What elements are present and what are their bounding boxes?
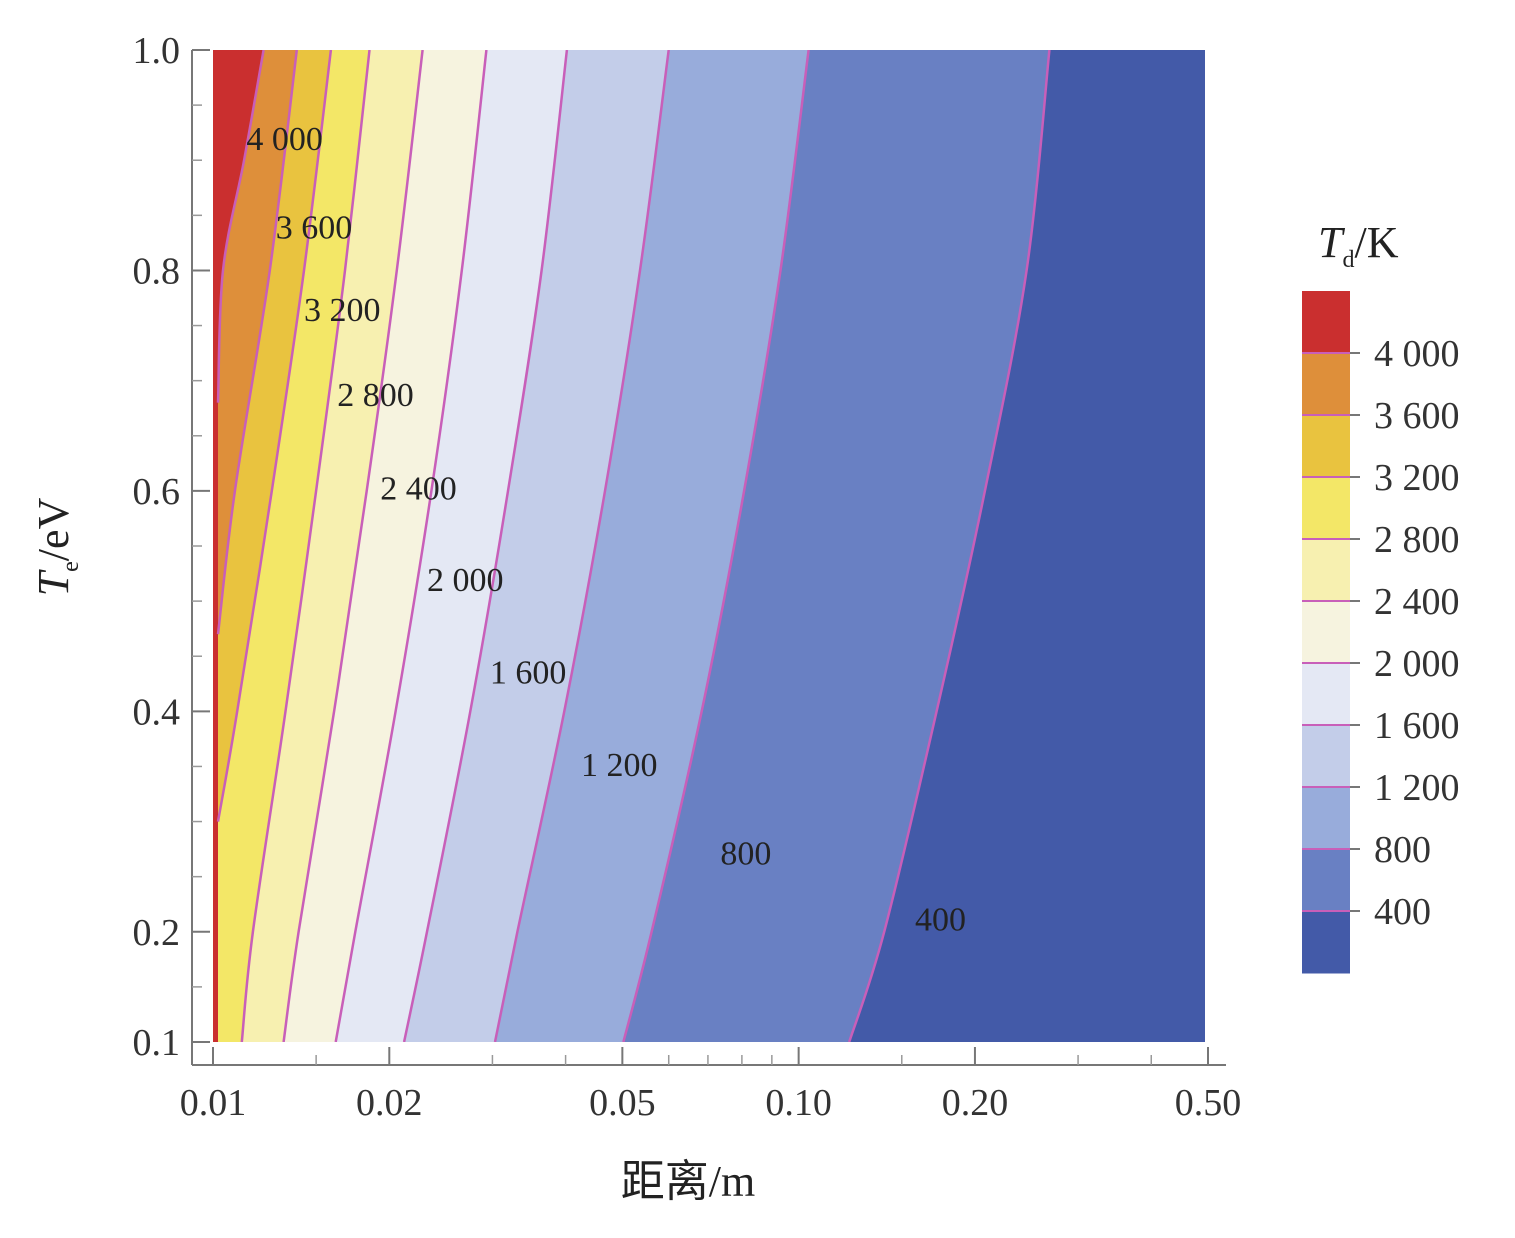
colorbar-tick-label: 3 200: [1374, 457, 1460, 499]
y-tick-label: 0.2: [133, 912, 181, 954]
axes: 0.10.20.40.60.81.0 0.01 0.02 0.05 0.10 0.20 0…: [133, 30, 1242, 1124]
y-axis-title-unit: /eV: [29, 497, 78, 561]
x-tick-label: 0.10: [765, 1082, 832, 1124]
y-tick-label: 0.1: [133, 1022, 181, 1064]
colorbar-title-var: T: [1318, 218, 1346, 267]
plot-area: [213, 50, 1205, 1042]
colorbar-title: Td/K: [1318, 218, 1399, 273]
x-tick-label: 0.01: [180, 1082, 247, 1124]
x-tick-label: 0.20: [942, 1082, 1009, 1124]
contour-bands: [213, 50, 1205, 1042]
contour-line-1600: [402, 50, 569, 1042]
colorbar-tick-label: 2 400: [1374, 581, 1460, 623]
colorbar-swatch: [1302, 849, 1350, 912]
contour-line-2800: [240, 50, 371, 1042]
colorbar-title-unit: /K: [1354, 218, 1398, 267]
band-above-3600: [213, 50, 297, 1042]
colorbar-swatches: [1302, 291, 1350, 974]
contour-line-1200: [493, 50, 670, 1042]
contour-label-1200: 1 200: [581, 747, 658, 784]
contour-line-400: [848, 50, 1051, 1042]
x-axis-title: 距离/m: [621, 1157, 755, 1206]
contour-labels: 4 000 3 600 3 200 2 800 2 400 2 000 1 600 1 200…: [246, 121, 966, 938]
contour-label-4000: 4 000: [246, 121, 323, 158]
contour-label-3200: 3 200: [304, 292, 381, 329]
x-tick-label: 0.50: [1175, 1082, 1242, 1124]
y-tick-label: 0.6: [133, 471, 181, 513]
contour-label-2800: 2 800: [337, 377, 414, 414]
y-axis-title-var: T: [29, 568, 78, 596]
contour-label-2000: 2 000: [427, 562, 504, 599]
y-tick-label: 1.0: [133, 30, 181, 72]
svg-text:Te/eV: Te/eV: [29, 497, 84, 596]
colorbar-swatch: [1302, 477, 1350, 540]
colorbar-title-sub: d: [1342, 247, 1354, 273]
colorbar-swatch: [1302, 353, 1350, 416]
colorbar-swatch: [1302, 725, 1350, 788]
contour-label-3600: 3 600: [276, 209, 353, 246]
x-tick-label: 0.02: [356, 1082, 423, 1124]
colorbar-swatch: [1302, 663, 1350, 726]
contour-line-3600: [216, 50, 299, 635]
colorbar-ticks: 4 000 3 600 3 200 2 800 2 400 2 000 1 600 1 200…: [1302, 333, 1460, 933]
contour-label-800: 800: [720, 835, 771, 872]
colorbar-tick-label: 400: [1374, 891, 1431, 933]
y-axis-title: Te/eV: [29, 497, 84, 596]
contour-lines: [216, 50, 1051, 1042]
x-tick-label: 0.05: [589, 1082, 656, 1124]
y-tick-label: 0.8: [133, 250, 181, 292]
colorbar-tick-label: 2 800: [1374, 519, 1460, 561]
colorbar-swatch: [1302, 291, 1350, 354]
contour-label-1600: 1 600: [490, 655, 567, 692]
contour-label-400: 400: [915, 902, 966, 939]
colorbar-swatch: [1302, 911, 1350, 974]
colorbar-swatch: [1302, 787, 1350, 850]
contour-line-4000: [216, 50, 265, 403]
band-above-4000: [213, 50, 264, 1042]
colorbar-tick-label: 1 600: [1374, 705, 1460, 747]
contour-line-3200: [216, 50, 333, 822]
x-ticks: 0.01 0.02 0.05 0.10 0.20 0.50: [180, 1047, 1242, 1124]
y-tick-label: 0.4: [133, 691, 181, 733]
colorbar-tick-label: 4 000: [1374, 333, 1460, 375]
contour-line-2000: [334, 50, 488, 1042]
contour-line-2400: [282, 50, 424, 1042]
colorbar-tick-label: 3 600: [1374, 395, 1460, 437]
colorbar-swatch: [1302, 601, 1350, 664]
contour-label-2400: 2 400: [380, 471, 457, 508]
colorbar-tick-label: 800: [1374, 829, 1431, 871]
colorbar-tick-label: 2 000: [1374, 643, 1460, 685]
colorbar-tick-label: 1 200: [1374, 767, 1460, 809]
y-axis-title-sub: e: [58, 561, 84, 572]
colorbar-swatch: [1302, 415, 1350, 478]
colorbar-swatch: [1302, 539, 1350, 602]
y-ticks: 0.1 0.2 0.4 0.6 0.8 1.0: [133, 30, 210, 1064]
colorbar: Td/K 4 000 3 600 3 200 2 800 2 400 2 000 1 600…: [1302, 218, 1460, 974]
contour-line-800: [622, 50, 810, 1042]
